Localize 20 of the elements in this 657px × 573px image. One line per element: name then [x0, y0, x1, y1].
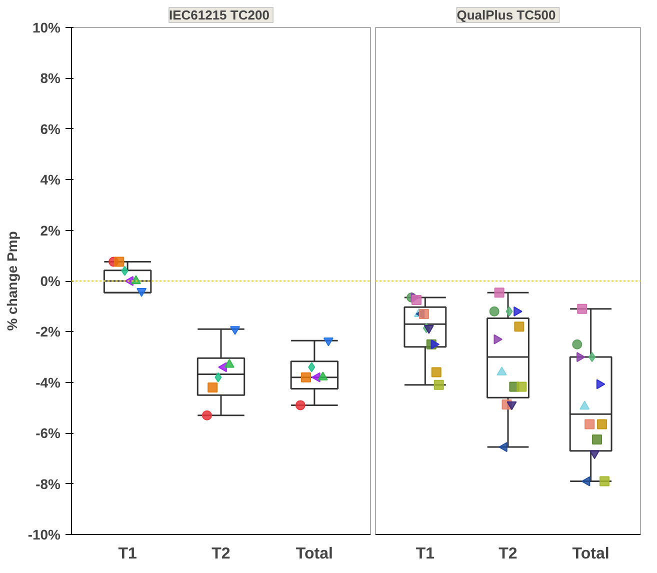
y-tick-label: 4% [40, 172, 62, 188]
chart-title: IEC61215 TC200 [168, 8, 270, 22]
y-tick-label: 10% [32, 20, 62, 36]
y-tick-label: -2% [36, 324, 62, 340]
chart-title: QualPlus TC500 [456, 8, 556, 22]
y-tick-label: 8% [40, 70, 62, 86]
y-tick-label: -10% [28, 526, 62, 542]
y-axis-title: % change Pmp [4, 231, 20, 331]
y-tick-label: -8% [36, 476, 62, 492]
y-tick-label: -6% [36, 425, 62, 442]
x-tick-label: Total [572, 546, 610, 562]
y-tick-label: -4% [36, 374, 62, 390]
y-tick-label: 2% [40, 222, 62, 238]
x-tick-label: T2 [212, 546, 230, 562]
y-tick-label: 0% [40, 273, 62, 289]
x-tick-label: Total [296, 546, 333, 562]
x-tick-label: T2 [498, 546, 518, 562]
x-tick-label: T1 [118, 546, 137, 562]
x-tick-label: T1 [416, 546, 435, 562]
y-tick-label: 6% [40, 120, 62, 137]
